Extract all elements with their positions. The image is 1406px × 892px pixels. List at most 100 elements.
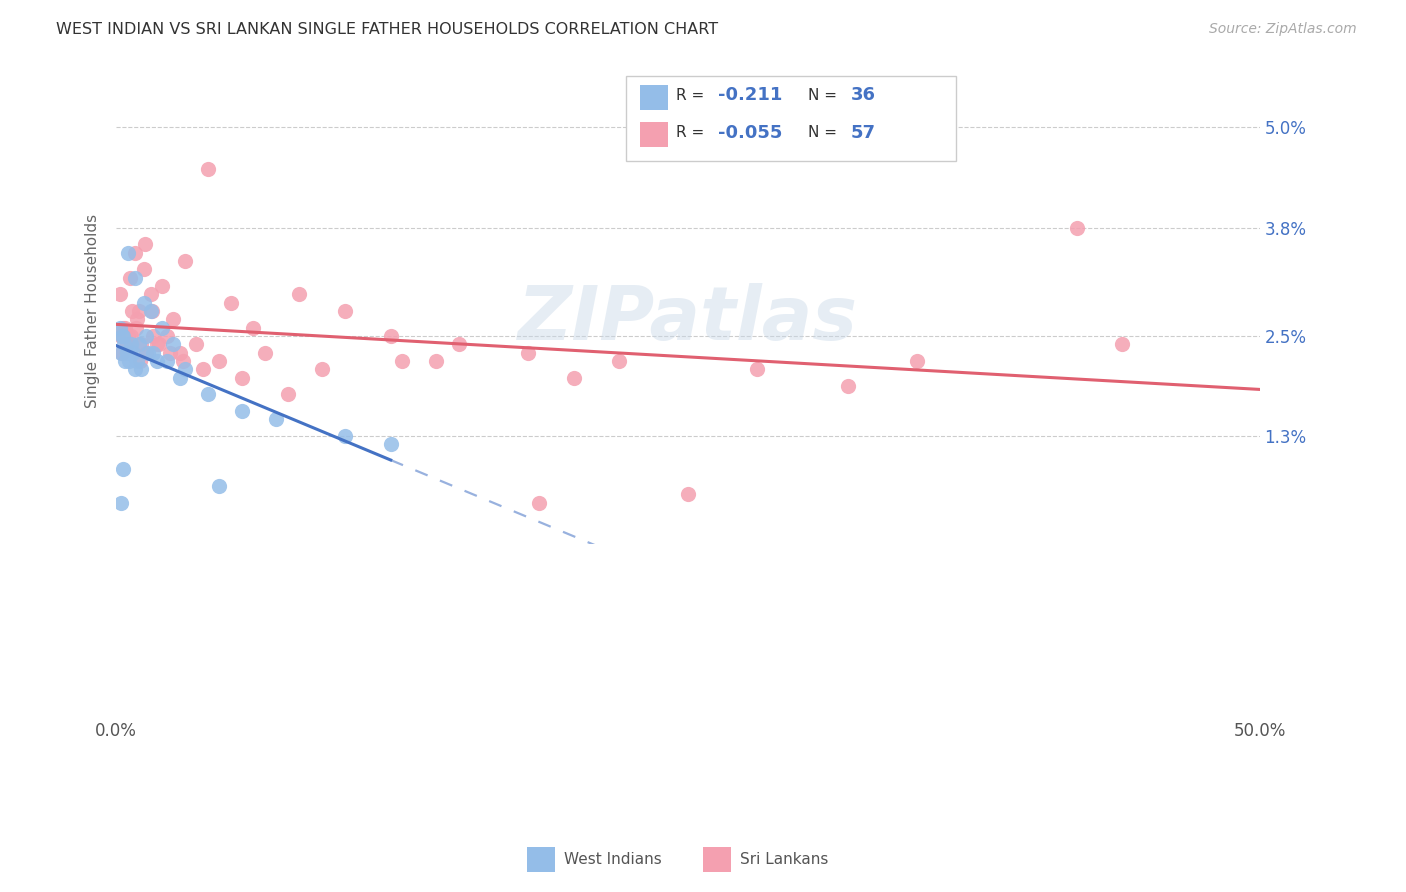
Point: [108, 320, 131, 334]
Point: [115, 337, 138, 351]
Point: [129, 354, 152, 368]
Point: [110, 329, 132, 343]
Point: [516, 345, 538, 359]
Point: [124, 362, 146, 376]
Point: [128, 304, 150, 318]
Point: [380, 329, 402, 343]
Point: [146, 354, 169, 368]
Text: Sri Lankans: Sri Lankans: [740, 853, 828, 867]
Point: [115, 345, 138, 359]
Point: [136, 345, 159, 359]
Text: 0.0%: 0.0%: [96, 722, 138, 740]
Point: [112, 329, 135, 343]
Point: [131, 362, 153, 376]
Point: [114, 320, 136, 334]
Text: -0.211: -0.211: [718, 87, 783, 104]
Point: [132, 262, 155, 277]
Text: 57: 57: [851, 124, 876, 142]
Point: [333, 304, 356, 318]
Text: -0.055: -0.055: [718, 124, 783, 142]
Text: West Indians: West Indians: [564, 853, 662, 867]
Text: Source: ZipAtlas.com: Source: ZipAtlas.com: [1209, 22, 1357, 37]
Point: [135, 345, 157, 359]
Point: [124, 245, 146, 260]
Point: [169, 345, 191, 359]
Point: [139, 287, 162, 301]
Point: [208, 479, 231, 493]
Point: [122, 345, 145, 359]
Point: [425, 354, 447, 368]
Point: [148, 337, 170, 351]
Point: [173, 254, 195, 268]
Point: [120, 329, 142, 343]
Point: [172, 354, 194, 368]
Point: [150, 279, 173, 293]
Point: [277, 387, 299, 401]
Point: [142, 345, 165, 359]
Point: [231, 370, 253, 384]
Point: [120, 337, 142, 351]
Point: [1111, 337, 1133, 351]
Point: [159, 345, 181, 359]
Point: [111, 345, 134, 359]
Text: 50.0%: 50.0%: [1233, 722, 1286, 740]
Point: [150, 320, 173, 334]
Point: [110, 496, 132, 510]
Point: [111, 329, 134, 343]
Point: [139, 304, 162, 318]
Point: [169, 370, 191, 384]
Point: [112, 320, 135, 334]
Point: [108, 287, 131, 301]
Point: [114, 354, 136, 368]
Point: [135, 329, 157, 343]
Point: [253, 345, 276, 359]
Point: [117, 329, 139, 343]
Point: [391, 354, 413, 368]
Point: [186, 337, 208, 351]
Point: [118, 354, 141, 368]
Point: [208, 354, 231, 368]
Point: [219, 295, 242, 310]
Point: [193, 362, 215, 376]
Point: [609, 354, 631, 368]
Point: [132, 295, 155, 310]
Point: [124, 270, 146, 285]
Y-axis label: Single Father Households: Single Father Households: [86, 214, 100, 408]
Point: [131, 337, 153, 351]
Point: [110, 345, 132, 359]
Point: [333, 429, 356, 443]
Point: [837, 379, 859, 393]
Point: [125, 354, 148, 368]
Point: [134, 237, 156, 252]
Point: [745, 362, 768, 376]
Point: [676, 487, 699, 501]
Point: [197, 162, 219, 177]
Point: [562, 370, 585, 384]
Point: [128, 337, 150, 351]
Point: [266, 412, 288, 426]
Point: [173, 362, 195, 376]
Point: [155, 354, 177, 368]
Point: [380, 437, 402, 451]
Text: R =: R =: [676, 126, 710, 140]
Point: [112, 462, 135, 476]
Text: N =: N =: [808, 126, 842, 140]
Point: [1066, 220, 1088, 235]
Text: ZIPatlas: ZIPatlas: [517, 283, 858, 356]
Point: [231, 404, 253, 418]
Point: [162, 337, 184, 351]
Text: WEST INDIAN VS SRI LANKAN SINGLE FATHER HOUSEHOLDS CORRELATION CHART: WEST INDIAN VS SRI LANKAN SINGLE FATHER …: [56, 22, 718, 37]
Text: R =: R =: [676, 88, 710, 103]
Point: [118, 345, 141, 359]
Point: [125, 312, 148, 326]
Point: [112, 337, 135, 351]
Text: N =: N =: [808, 88, 842, 103]
Point: [118, 270, 141, 285]
Point: [197, 387, 219, 401]
Point: [117, 245, 139, 260]
Point: [905, 354, 928, 368]
Point: [242, 320, 264, 334]
Point: [121, 304, 143, 318]
Point: [125, 320, 148, 334]
Point: [155, 329, 177, 343]
